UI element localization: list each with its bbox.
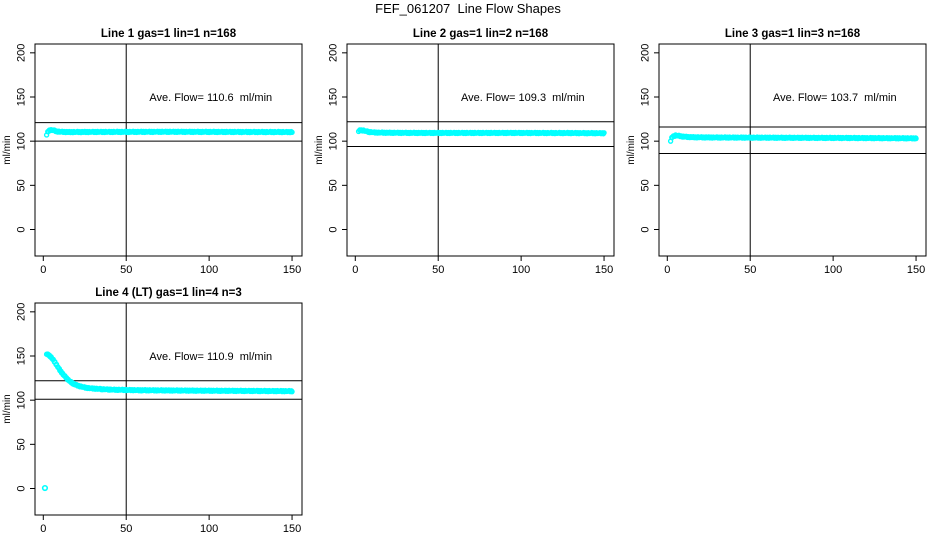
y-tick-label: 100: [640, 132, 652, 150]
x-tick-label: 50: [120, 523, 132, 535]
plot-box: [658, 43, 927, 257]
subplot-line-3: Line 3 gas=1 lin=3 n=168 0 50 100 150 0 50 100 1…: [624, 14, 936, 280]
plot-box: [346, 43, 615, 257]
x-tick-label: 0: [352, 264, 358, 276]
x-tick-label: 100: [200, 264, 218, 276]
x-tick-label: 0: [40, 264, 46, 276]
x-tick-label: 150: [595, 264, 613, 276]
ave-flow-annotation: Ave. Flow= 103.7 ml/min: [773, 92, 897, 104]
y-tick-label: 150: [640, 88, 652, 106]
data-point: [913, 135, 919, 142]
figure-title: FEF_061207 Line Flow Shapes: [375, 1, 561, 16]
subplot-line-1: Line 1 gas=1 lin=1 n=168 0 50 100 150 0 50 100 1…: [0, 14, 312, 280]
y-tick-label: 200: [328, 44, 340, 62]
y-axis-label: ml/min: [626, 135, 637, 164]
y-tick-label: 0: [640, 226, 652, 232]
subplot-title: Line 4 (LT) gas=1 lin=4 n=3: [95, 287, 241, 299]
ave-flow-annotation: Ave. Flow= 109.3 ml/min: [461, 92, 585, 104]
x-tick-label: 0: [40, 523, 46, 535]
x-tick-label: 150: [283, 264, 301, 276]
x-tick-label: 0: [664, 264, 670, 276]
x-tick-label: 50: [120, 264, 132, 276]
x-tick-label: 100: [512, 264, 530, 276]
y-axis-label: ml/min: [2, 394, 13, 423]
y-tick-label: 50: [328, 179, 340, 191]
plot-box: [34, 302, 303, 516]
y-tick-label: 50: [16, 438, 28, 450]
outlier-point: [41, 484, 49, 492]
y-tick-label: 150: [328, 88, 340, 106]
y-tick-label: 0: [328, 226, 340, 232]
y-axis-label: ml/min: [2, 135, 13, 164]
x-tick-label: 50: [432, 264, 444, 276]
subplot-svg: Line 4 (LT) gas=1 lin=4 n=3 0 50 100 150 0 50 1…: [2, 287, 303, 535]
y-tick-label: 100: [16, 391, 28, 409]
subplot-title: Line 2 gas=1 lin=2 n=168: [413, 28, 549, 40]
y-tick-label: 150: [16, 347, 28, 365]
y-tick-label: 50: [16, 179, 28, 191]
y-tick-label: 50: [640, 179, 652, 191]
ave-flow-annotation: Ave. Flow= 110.6 ml/min: [149, 92, 272, 104]
data-point: [601, 130, 607, 136]
plot-box: [34, 43, 303, 257]
y-axis-label: ml/min: [314, 135, 325, 164]
x-tick-label: 100: [200, 523, 218, 535]
y-tick-label: 100: [328, 132, 340, 150]
x-tick-label: 150: [907, 264, 925, 276]
y-tick-label: 200: [640, 44, 652, 62]
data-point: [289, 129, 295, 136]
subplot-line-4: Line 4 (LT) gas=1 lin=4 n=3 0 50 100 150 0 50 1…: [0, 273, 312, 539]
x-tick-label: 150: [283, 523, 301, 535]
subplot-svg: Line 1 gas=1 lin=1 n=168 0 50 100 150 0 50 100 1…: [2, 28, 303, 276]
y-tick-label: 0: [16, 485, 28, 491]
y-tick-label: 150: [16, 88, 28, 106]
y-tick-label: 0: [16, 226, 28, 232]
y-tick-label: 200: [16, 44, 28, 62]
x-tick-label: 50: [744, 264, 756, 276]
subplot-title: Line 3 gas=1 lin=3 n=168: [725, 28, 861, 40]
data-point: [289, 388, 295, 395]
ave-flow-annotation: Ave. Flow= 110.9 ml/min: [149, 351, 272, 363]
y-tick-label: 100: [16, 132, 28, 150]
subplot-line-2: Line 2 gas=1 lin=2 n=168 0 50 100 150 0 50 100 1…: [312, 14, 624, 280]
subplot-svg: Line 2 gas=1 lin=2 n=168 0 50 100 150 0 50 100 1…: [314, 28, 615, 276]
subplot-title: Line 1 gas=1 lin=1 n=168: [101, 28, 237, 40]
subplot-svg: Line 3 gas=1 lin=3 n=168 0 50 100 150 0 50 100 1…: [626, 28, 927, 276]
y-tick-label: 200: [16, 303, 28, 321]
x-tick-label: 100: [824, 264, 842, 276]
